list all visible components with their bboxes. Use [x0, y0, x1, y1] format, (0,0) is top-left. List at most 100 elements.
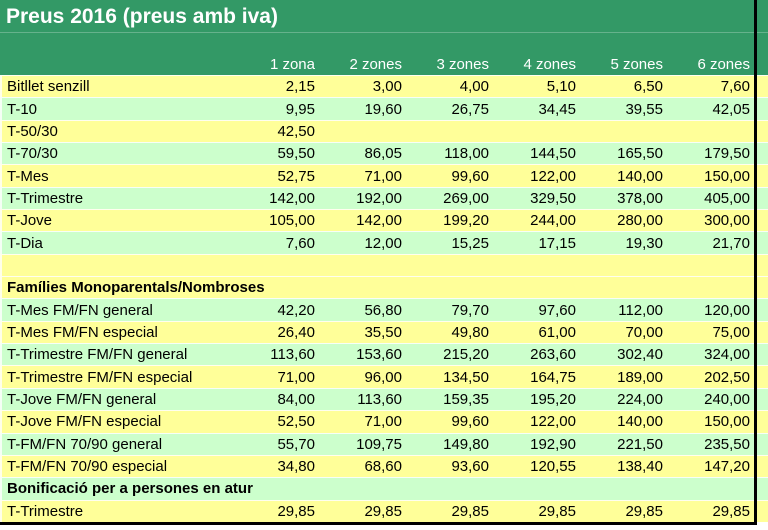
price-cell: 84,00 — [277, 390, 315, 408]
column-header-zone: 5 zones — [610, 55, 663, 73]
price-cell: 195,20 — [530, 390, 576, 408]
price-cell: 215,20 — [443, 346, 489, 364]
price-cell: 147,20 — [704, 458, 750, 476]
price-cell: 105,00 — [269, 212, 315, 230]
fare-row: T-Jove 105,00 142,00 199,20 244,00 280,00 300,… — [0, 209, 768, 232]
price-cell: 55,70 — [277, 435, 315, 453]
price-cell: 29,85 — [451, 502, 489, 520]
price-cell: 134,50 — [443, 368, 489, 386]
price-cell: 17,15 — [538, 234, 576, 252]
row-label: T-10 — [7, 100, 38, 118]
row-label: T-50/30 — [7, 122, 58, 140]
price-cell: 19,60 — [364, 100, 402, 118]
section-header-row: Famílies Monoparentals/Nombroses — [0, 276, 768, 299]
price-cell: 112,00 — [618, 301, 663, 319]
fare-row: T-Jove FM/FN general 84,00 113,60 159,35 195… — [0, 387, 768, 411]
table-header-band: Preus 2016 (preus amb iva) 1 zona 2 zones… — [0, 0, 768, 75]
price-cell: 150,00 — [704, 413, 750, 431]
price-cell: 109,75 — [356, 435, 402, 453]
price-cell: 144,50 — [530, 145, 576, 163]
price-cell: 150,00 — [704, 167, 750, 185]
row-label: T-Mes FM/FN especial — [7, 323, 158, 341]
row-label: T-FM/FN 70/90 general — [7, 435, 163, 453]
price-cell: 302,40 — [617, 346, 663, 364]
zone-column-headers: 1 zona 2 zones 3 zones 4 zones 5 zones 6 zone… — [2, 53, 768, 75]
price-cell: 56,80 — [364, 301, 402, 319]
row-label: T-Trimestre FM/FN especial — [7, 368, 193, 386]
page-title: Preus 2016 (preus amb iva) — [0, 0, 768, 33]
price-cell: 52,50 — [277, 413, 315, 431]
fare-row: T-70/30 59,50 86,05 118,00 144,50 165,50 179,5… — [0, 142, 768, 165]
price-cell: 21,70 — [712, 234, 750, 252]
price-cell: 192,90 — [530, 435, 576, 453]
price-cell: 405,00 — [704, 189, 750, 207]
fare-row: Bitllet senzill 2,15 3,00 4,00 5,10 6,50 7,60 — [0, 75, 768, 98]
price-cell: 192,00 — [356, 189, 402, 207]
column-header-zone: 6 zones — [697, 55, 750, 73]
fare-row: T-Trimestre 142,00 192,00 269,00 329,50 378,0… — [0, 186, 768, 210]
price-cell: 99,60 — [451, 413, 489, 431]
price-cell: 6,50 — [633, 78, 663, 96]
price-cell: 164,75 — [530, 368, 576, 386]
price-cell: 159,35 — [443, 390, 489, 408]
price-cell: 79,70 — [451, 301, 489, 319]
price-cell: 52,75 — [277, 167, 315, 185]
fare-rows: Bitllet senzill 2,15 3,00 4,00 5,10 6,50 7,60 T… — [0, 75, 768, 522]
column-header-zone: 1 zona — [269, 55, 315, 73]
price-cell: 120,55 — [530, 458, 576, 476]
row-label: T-Jove FM/FN especial — [7, 413, 162, 431]
row-label: T-70/30 — [7, 145, 58, 163]
price-cell: 4,00 — [459, 78, 489, 96]
price-cell: 29,85 — [277, 502, 315, 520]
fare-row: T-Mes FM/FN general 42,20 56,80 79,70 97,60 1… — [0, 298, 768, 321]
price-cell: 2,15 — [285, 78, 315, 96]
price-cell: 96,00 — [364, 368, 402, 386]
price-cell: 9,95 — [285, 100, 315, 118]
price-cell: 29,85 — [625, 502, 663, 520]
price-cell: 329,50 — [530, 189, 576, 207]
price-cell: 29,85 — [712, 502, 750, 520]
row-label: T-Jove FM/FN general — [7, 390, 157, 408]
price-cell: 39,55 — [625, 100, 663, 118]
price-cell: 35,50 — [364, 323, 402, 341]
price-cell: 199,20 — [443, 212, 489, 230]
price-cell: 378,00 — [617, 189, 663, 207]
fare-row: T-Trimestre FM/FN especial 71,00 96,00 134,… — [0, 365, 768, 388]
price-cell: 61,00 — [538, 323, 576, 341]
price-cell: 7,60 — [720, 78, 750, 96]
price-cell: 42,50 — [277, 122, 315, 140]
price-cell: 113,60 — [270, 346, 315, 364]
row-label: Bitllet senzill — [7, 78, 90, 96]
section-title: Famílies Monoparentals/Nombroses — [7, 279, 265, 297]
price-cell: 202,50 — [704, 368, 750, 386]
price-cell: 138,40 — [617, 458, 663, 476]
column-header-zone: 3 zones — [436, 55, 489, 73]
price-cell: 122,00 — [530, 167, 576, 185]
price-cell: 324,00 — [704, 346, 750, 364]
price-cell: 29,85 — [364, 502, 402, 520]
price-cell: 300,00 — [704, 212, 750, 230]
price-cell: 5,10 — [546, 78, 576, 96]
table-bottom-border — [0, 522, 757, 525]
fare-row: T-Mes 52,75 71,00 99,60 122,00 140,00 150,00 — [0, 164, 768, 187]
fare-row: T-Dia 7,60 12,00 15,25 17,15 19,30 21,70 — [0, 231, 768, 254]
price-cell: 263,60 — [530, 346, 576, 364]
price-cell: 86,05 — [364, 145, 402, 163]
price-cell: 221,50 — [617, 435, 663, 453]
spacer-row — [0, 253, 768, 277]
fare-row: T-FM/FN 70/90 general 55,70 109,75 149,80 19… — [0, 432, 768, 455]
price-cell: 142,00 — [356, 212, 402, 230]
fare-row: T-Jove FM/FN especial 52,50 71,00 99,60 122,… — [0, 410, 768, 433]
column-header-zone: 4 zones — [523, 55, 576, 73]
price-cell: 7,60 — [285, 234, 315, 252]
price-cell: 34,80 — [277, 458, 315, 476]
row-label: T-FM/FN 70/90 especial — [7, 458, 168, 476]
fare-row: T-Trimestre FM/FN general 113,60 153,60 215… — [0, 343, 768, 366]
row-label: T-Mes FM/FN general — [7, 301, 153, 319]
price-cell: 26,40 — [277, 323, 315, 341]
fare-row: T-FM/FN 70/90 especial 34,80 68,60 93,60 120… — [0, 454, 768, 478]
price-cell: 179,50 — [704, 145, 750, 163]
price-cell: 153,60 — [356, 346, 402, 364]
price-cell: 189,00 — [617, 368, 663, 386]
price-cell: 75,00 — [712, 323, 750, 341]
